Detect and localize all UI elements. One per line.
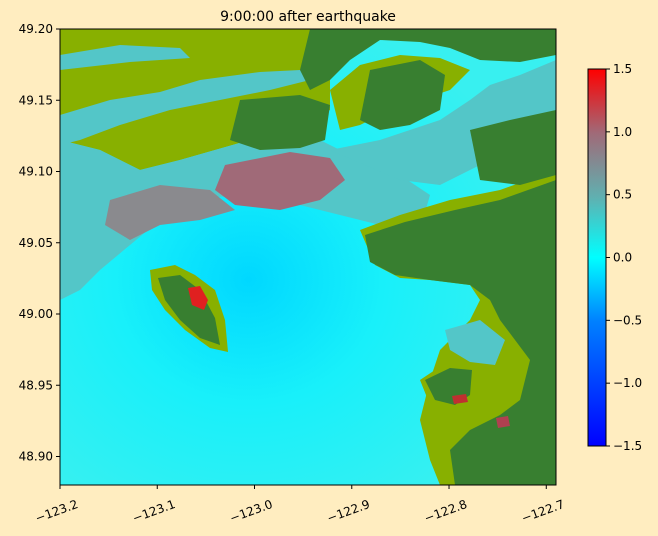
y-tick-label: 49.00 <box>19 307 53 321</box>
colorbar-tick-label: 1.0 <box>613 125 632 139</box>
upland-east <box>365 180 556 485</box>
x-tick-label: −123.1 <box>131 497 178 525</box>
deep-flood-west <box>105 185 235 240</box>
colorbar-tick-label: −1.5 <box>613 439 642 453</box>
upland-east-north <box>470 110 556 185</box>
y-tick-label: 48.90 <box>19 450 53 464</box>
colorbar-tick-label: 0.0 <box>613 251 632 265</box>
x-axis: −123.2 −123.1 −123.0 −122.9 −122.8 −122.7 <box>33 485 566 525</box>
y-axis: 48.90 48.95 49.00 49.05 49.10 49.15 49.20 <box>19 22 60 464</box>
map-plot-area <box>60 29 556 485</box>
y-tick-label: 49.10 <box>19 165 53 179</box>
chart-title: 9:00:00 after earthquake <box>220 9 396 25</box>
upland-northeast <box>300 29 556 90</box>
colorbar-tick-label: −0.5 <box>613 313 642 327</box>
red-spot-southeast <box>452 394 468 404</box>
upland-north-center <box>230 95 330 150</box>
river-channel-main <box>60 70 310 145</box>
x-tick-label: −122.8 <box>422 497 469 525</box>
colorbar-ticks: −1.5 −1.0 −0.5 0.0 0.5 1.0 1.5 <box>606 62 642 453</box>
colorbar: −1.5 −1.0 −0.5 0.0 0.5 1.0 1.5 <box>587 62 642 453</box>
x-tick-label: −123.2 <box>33 497 80 525</box>
upland-hill <box>360 60 445 130</box>
colorbar-tick-label: 0.5 <box>613 188 632 202</box>
colorbar-tick-label: −1.0 <box>613 376 642 390</box>
colorbar-gradient <box>587 68 607 447</box>
y-tick-label: 48.95 <box>19 378 53 392</box>
y-tick-label: 49.20 <box>19 22 53 36</box>
river-channel-north <box>60 45 190 70</box>
point-roberts-upland <box>158 275 220 345</box>
x-tick-label: −122.9 <box>325 497 372 525</box>
y-tick-label: 49.15 <box>19 93 53 107</box>
plot-frame <box>59 28 557 486</box>
peak-flood-spot <box>188 286 208 310</box>
flooded-bay-east <box>445 320 505 365</box>
x-tick-label: −122.7 <box>520 497 567 525</box>
colorbar-tick-label: 1.5 <box>613 62 632 76</box>
y-tick-label: 49.05 <box>19 236 53 250</box>
red-spot-east <box>496 416 510 428</box>
deep-flood-zone <box>215 152 345 210</box>
x-tick-label: −123.0 <box>228 497 275 525</box>
